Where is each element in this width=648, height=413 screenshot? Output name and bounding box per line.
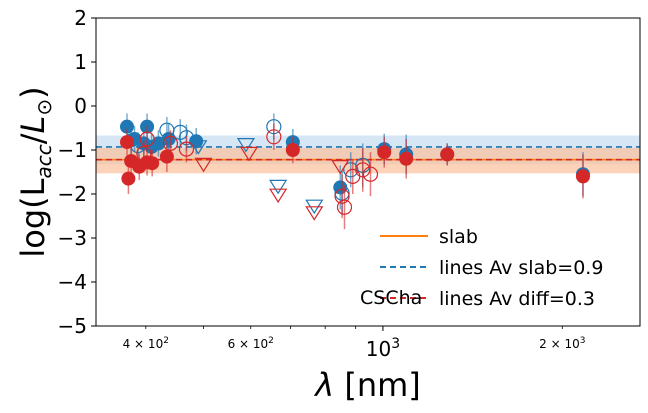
plot-frame [95, 17, 641, 327]
y-tick-label: −2 [58, 182, 87, 206]
y-tick-label: −1 [58, 138, 87, 162]
y-axis-ticks: 2 1 0 −1 −2 −3 −4 −5 [58, 6, 96, 338]
y-tick-label: 2 [74, 6, 87, 30]
data-point-filled [440, 147, 455, 162]
x-tick-label-minor: 4 × 102 [123, 336, 169, 351]
x-tick-label-minor: 6 × 102 [228, 336, 274, 351]
data-point-triangle [194, 157, 213, 173]
data-point-triangle [269, 179, 288, 195]
legend: slab lines Av slab=0.9 lines Av diff=0.3 [380, 226, 603, 310]
data-point-triangle [305, 206, 324, 221]
data-point-open [136, 145, 152, 162]
annotation-text: CSCha [360, 287, 422, 309]
data-point-filled [399, 151, 414, 166]
data-points [120, 113, 590, 230]
legend-label: lines Av slab=0.9 [439, 257, 603, 279]
data-point-filled [159, 149, 174, 164]
y-tick-label: −3 [58, 226, 87, 250]
data-point-open [139, 131, 155, 147]
data-point-open [336, 199, 353, 215]
y-tick-label: 1 [74, 50, 87, 74]
y-tick-label: 0 [74, 94, 87, 118]
legend-label: slab [439, 226, 478, 248]
data-point-filled [120, 135, 135, 150]
x-tick-label-minor: 2 × 103 [539, 336, 585, 351]
data-point-open [334, 188, 350, 204]
data-point-triangle [189, 140, 208, 155]
data-point-open [266, 129, 282, 145]
data-point-triangle [331, 160, 350, 175]
data-point-filled [377, 145, 392, 160]
legend-label: lines Av diff=0.3 [439, 288, 595, 310]
y-axis-label: log(Lacc/L⊙) [14, 86, 56, 257]
y-tick-label: −4 [58, 270, 87, 294]
data-point-filled [285, 143, 300, 157]
x-axis-label: λ [nm] [313, 366, 421, 404]
data-point-open [162, 135, 179, 151]
data-point-triangle [269, 188, 288, 204]
data-point-open [172, 124, 188, 140]
y-tick-label: −5 [58, 314, 87, 338]
data-point-triangle [239, 146, 259, 162]
x-tick-label-major: 103 [366, 336, 400, 361]
data-point-filled [575, 169, 590, 184]
data-point-filled [121, 171, 136, 186]
data-point-filled [145, 156, 160, 171]
data-point-triangle [236, 138, 256, 153]
data-point-open [362, 166, 379, 182]
data-point-open [178, 141, 195, 157]
x-axis-ticks: 103 4 × 102 6 × 102 2 × 103 [123, 326, 585, 361]
